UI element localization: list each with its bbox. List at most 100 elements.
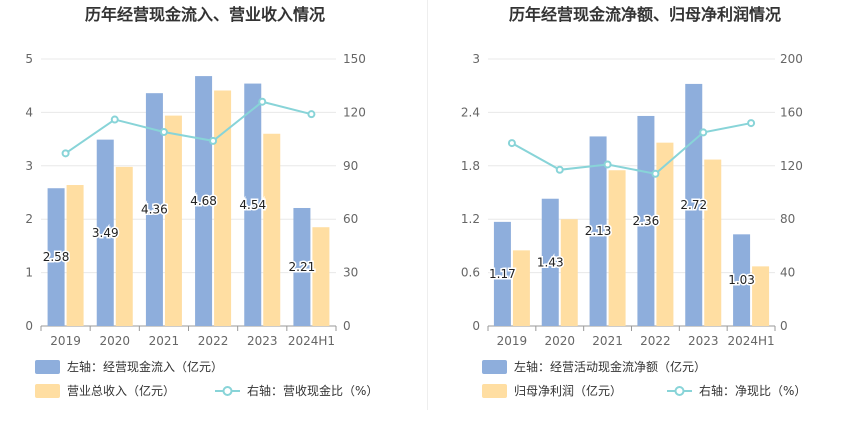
bar-secondary <box>752 266 770 326</box>
bar-secondary <box>656 142 674 326</box>
ratio-point <box>699 128 708 137</box>
bar-primary <box>589 136 607 326</box>
bar-primary <box>637 115 655 327</box>
bar-secondary <box>214 90 232 326</box>
y-left-tick-label: 0 <box>25 319 33 333</box>
y-right-tick-label: 30 <box>343 266 358 280</box>
x-tick-label: 2021 <box>149 334 180 348</box>
bar-data-label: 2.58 <box>43 250 70 264</box>
bar-data-label: 2.21 <box>289 260 316 274</box>
x-tick-label: 2024H1 <box>727 334 774 348</box>
y-right-tick-label: 120 <box>780 159 803 173</box>
bar-data-label: 2.36 <box>633 214 660 228</box>
ratio-point <box>747 119 756 128</box>
y-right-tick-label: 0 <box>780 319 788 333</box>
bar-secondary <box>115 166 133 326</box>
ratio-line <box>65 100 312 155</box>
chart-title: 历年经营现金流净额、归母净利润情况 <box>509 5 781 24</box>
bar-data-label: 1.17 <box>489 267 516 281</box>
bar-data-label: 3.49 <box>92 226 119 240</box>
bar-secondary <box>608 170 626 326</box>
chart-title: 历年经营现金流入、营业收入情况 <box>85 5 325 24</box>
bar-data-label: 4.36 <box>141 203 168 217</box>
y-left-tick-label: 4 <box>25 105 33 119</box>
ratio-point <box>61 149 70 158</box>
ratio-point <box>110 115 119 124</box>
legend-label-primary: 左轴：经营现金流入（亿元） <box>67 359 223 374</box>
legend-label-line: 右轴：净现比（%） <box>699 383 806 398</box>
x-tick-label: 2021 <box>592 334 623 348</box>
x-tick-label: 2024H1 <box>288 334 335 348</box>
y-right-tick-label: 40 <box>780 266 795 280</box>
x-tick-label: 2019 <box>497 334 528 348</box>
chart-2: 历年经营现金流净额、归母净利润情况 0 0.6 1.2 1.8 2.4 3 0 40 80 120 1… <box>461 5 806 398</box>
ratio-point <box>209 136 218 145</box>
x-tick-label: 2020 <box>99 334 130 348</box>
bar-secondary <box>312 227 330 326</box>
legend-label-primary: 左轴：经营活动现金流净额（亿元） <box>514 359 706 374</box>
legend-swatch-secondary <box>482 384 507 398</box>
bar-data-label: 2.13 <box>585 224 612 238</box>
legend-swatch-secondary <box>35 384 60 398</box>
panel-divider <box>427 0 428 410</box>
bar-primary <box>145 93 163 327</box>
chart-1: 历年经营现金流入、营业收入情况 0 1 2 3 4 5 0 30 60 90 120 150 2019 20… <box>25 5 378 398</box>
y-left-tick-label: 2.4 <box>461 105 480 119</box>
y-left-tick-label: 1.2 <box>461 212 480 226</box>
bar-primary <box>493 221 511 326</box>
ratio-point <box>651 169 660 178</box>
bar-secondary <box>704 159 722 326</box>
legend-label-secondary: 归母净利润（亿元） <box>514 383 622 398</box>
y-left-tick-label: 5 <box>25 52 33 66</box>
bar-secondary <box>560 219 578 326</box>
y-left-tick-label: 2 <box>25 212 33 226</box>
bar-secondary <box>66 185 84 326</box>
x-tick-label: 2022 <box>640 334 671 348</box>
bar-data-label: 4.54 <box>239 198 266 212</box>
y-right-tick-label: 90 <box>343 159 358 173</box>
y-left-tick-label: 3 <box>25 159 33 173</box>
ratio-point <box>555 165 564 174</box>
y-right-tick-label: 60 <box>343 212 358 226</box>
ratio-point <box>258 97 267 106</box>
ratio-line <box>511 122 752 175</box>
y-right-tick-label: 200 <box>780 52 803 66</box>
legend-swatch-primary <box>35 360 60 374</box>
bar-data-label: 2.72 <box>680 198 707 212</box>
legend-swatch-line-marker <box>222 386 233 396</box>
y-right-tick-label: 160 <box>780 105 803 119</box>
x-tick-label: 2022 <box>198 334 229 348</box>
y-right-tick-label: 0 <box>343 319 351 333</box>
bar-secondary <box>512 250 530 326</box>
bar-primary <box>96 139 114 326</box>
bar-primary <box>244 83 262 327</box>
ratio-point <box>159 127 168 136</box>
ratio-point <box>307 110 316 119</box>
bar-primary <box>541 198 559 326</box>
x-tick-label: 2020 <box>544 334 575 348</box>
bar-secondary <box>263 133 281 326</box>
x-tick-label: 2019 <box>50 334 81 348</box>
x-tick-label: 2023 <box>247 334 278 348</box>
y-left-tick-label: 0.6 <box>461 266 480 280</box>
bar-primary <box>47 188 65 326</box>
legend-swatch-primary <box>482 360 507 374</box>
y-left-tick-label: 0 <box>472 319 480 333</box>
ratio-point <box>507 139 516 148</box>
bar-secondary <box>164 115 182 326</box>
y-left-tick-label: 1 <box>25 266 33 280</box>
ratio-point <box>603 160 612 169</box>
bar-data-label: 1.43 <box>537 255 564 269</box>
y-right-tick-label: 150 <box>343 52 366 66</box>
y-right-tick-label: 120 <box>343 105 366 119</box>
y-right-tick-label: 80 <box>780 212 795 226</box>
y-left-tick-label: 3 <box>472 52 480 66</box>
x-tick-label: 2023 <box>688 334 719 348</box>
bar-data-label: 1.03 <box>728 273 755 287</box>
legend-swatch-line-marker <box>674 386 685 396</box>
legend-label-line: 右轴：营收现金比（%） <box>247 383 378 398</box>
bar-data-label: 4.68 <box>190 194 217 208</box>
legend-label-secondary: 营业总收入（亿元） <box>67 383 175 398</box>
bar-primary <box>293 207 311 326</box>
